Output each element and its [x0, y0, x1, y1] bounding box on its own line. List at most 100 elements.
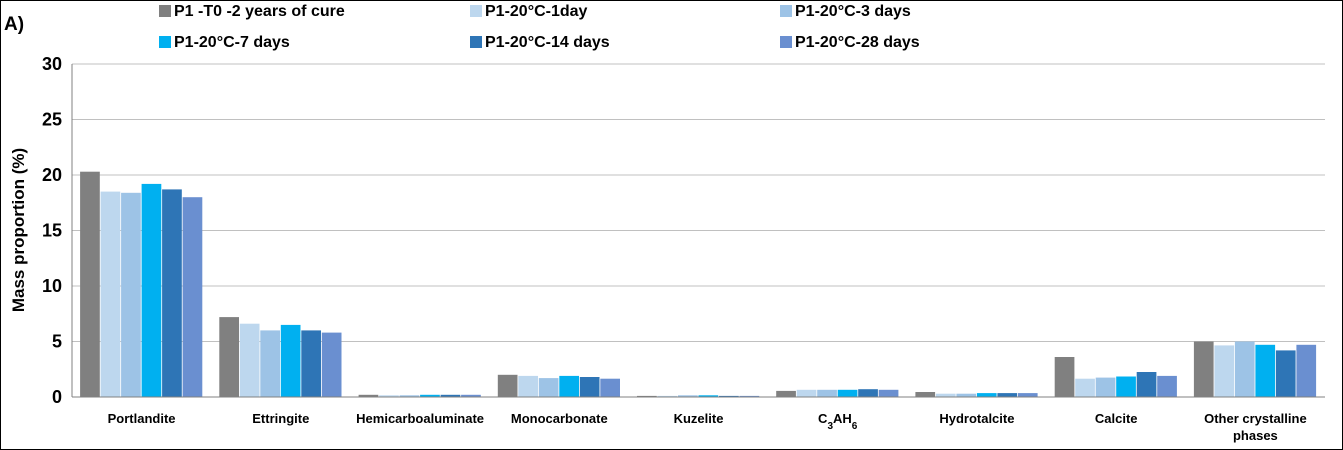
bar	[1075, 378, 1095, 397]
bar	[657, 395, 678, 397]
x-tick-text: Ettringite	[252, 411, 309, 426]
bar	[121, 192, 141, 397]
bar	[219, 317, 239, 397]
bar	[321, 332, 342, 397]
x-tick-label: Hydrotalcite	[939, 411, 1014, 426]
x-tick-label: Monocarbonate	[511, 411, 608, 426]
x-tick-text: AH	[833, 411, 852, 426]
bar	[1157, 375, 1177, 397]
bar	[858, 389, 878, 397]
bar	[141, 183, 162, 397]
bar	[1255, 344, 1276, 397]
legend-label: P1-20°C-14 days	[485, 34, 610, 51]
bar	[956, 393, 977, 397]
bar	[719, 395, 739, 397]
y-tick-label: 15	[42, 221, 62, 241]
bar	[579, 377, 600, 397]
legend-label: P1 -T0 -2 years of cure	[174, 3, 345, 20]
gridlines	[72, 63, 1325, 342]
x-tick-label: Hemicarboaluminate	[356, 411, 484, 426]
bar	[1214, 345, 1235, 397]
bar	[379, 395, 399, 397]
x-tick-text: C	[818, 411, 828, 426]
bar	[80, 171, 100, 397]
y-tick-label: 5	[52, 332, 62, 352]
legend-label: P1-20°C-1day	[485, 3, 588, 20]
legend-label: P1-20°C-28 days	[795, 34, 920, 51]
x-tick-text: Hemicarboaluminate	[356, 411, 484, 426]
y-tick-label: 10	[42, 276, 62, 296]
x-tick-subscript: 3	[827, 421, 833, 432]
bar	[817, 389, 837, 397]
bar	[698, 395, 719, 397]
x-tick-text: Calcite	[1095, 411, 1138, 426]
bar	[915, 392, 936, 397]
x-tick-text: Other crystalline	[1204, 411, 1307, 426]
x-tick-text: Monocarbonate	[511, 411, 608, 426]
bar	[100, 191, 121, 397]
bar	[997, 393, 1018, 397]
x-tick-label-line2: phases	[1233, 428, 1278, 443]
bar	[976, 393, 997, 397]
bar	[1054, 357, 1075, 397]
bar	[1136, 372, 1157, 397]
x-tick-label: Kuzelite	[674, 411, 724, 426]
bar	[1017, 393, 1038, 397]
bar	[518, 375, 538, 397]
y-tick-label: 25	[42, 110, 62, 130]
bar	[1275, 350, 1296, 397]
bar	[461, 394, 481, 397]
bar	[440, 394, 461, 397]
bar	[935, 393, 956, 397]
bar	[301, 330, 321, 397]
legend-swatch	[780, 5, 792, 17]
legend-swatch	[159, 36, 171, 48]
x-tick-label: Other crystalline	[1204, 411, 1307, 426]
x-tick-subscript: 6	[852, 421, 858, 432]
bar	[796, 389, 817, 397]
bar	[260, 330, 280, 397]
bar	[420, 394, 440, 397]
x-tick-label: Calcite	[1095, 411, 1138, 426]
panel-label: A)	[4, 14, 24, 35]
bar	[358, 394, 379, 397]
bar	[600, 378, 620, 397]
bar	[239, 323, 260, 397]
bar	[1234, 341, 1255, 397]
x-axis: Portlandite Ettringite Hemicarboaluminate M…	[72, 396, 1325, 443]
bar	[559, 375, 579, 397]
legend-swatch	[470, 5, 482, 17]
bar	[497, 374, 518, 397]
x-tick-text: Kuzelite	[674, 411, 724, 426]
bar	[1095, 377, 1116, 397]
x-tick-text: Hydrotalcite	[939, 411, 1014, 426]
x-tick-label: C3AH6	[818, 411, 858, 432]
legend-label: P1-20°C-7 days	[174, 34, 290, 51]
bar	[538, 378, 559, 397]
bars	[80, 171, 1317, 397]
legend: P1 -T0 -2 years of cure P1-20°C-1day P1-20…	[159, 3, 920, 51]
x-tick-text: Portlandite	[108, 411, 176, 426]
bar	[678, 395, 698, 397]
y-tick-label: 30	[42, 54, 62, 74]
bar	[837, 389, 858, 397]
bar	[739, 395, 760, 397]
bar	[182, 197, 203, 397]
x-tick-label: Ettringite	[252, 411, 309, 426]
bar	[637, 395, 657, 397]
x-tick-label: Portlandite	[108, 411, 176, 426]
legend-label: P1-20°C-3 days	[795, 3, 911, 20]
legend-swatch	[470, 36, 482, 48]
legend-swatch	[780, 36, 792, 48]
bar	[878, 389, 899, 397]
legend-swatch	[159, 5, 171, 17]
y-axis: 0 5 10 15 20 25 30	[42, 54, 73, 407]
bar	[1193, 341, 1214, 397]
bar	[280, 324, 301, 397]
bar	[1296, 344, 1317, 397]
y-tick-label: 20	[42, 165, 62, 185]
bar	[162, 189, 182, 397]
y-axis-label: Mass proportion (%)	[9, 148, 28, 312]
y-tick-label: 0	[52, 387, 62, 407]
